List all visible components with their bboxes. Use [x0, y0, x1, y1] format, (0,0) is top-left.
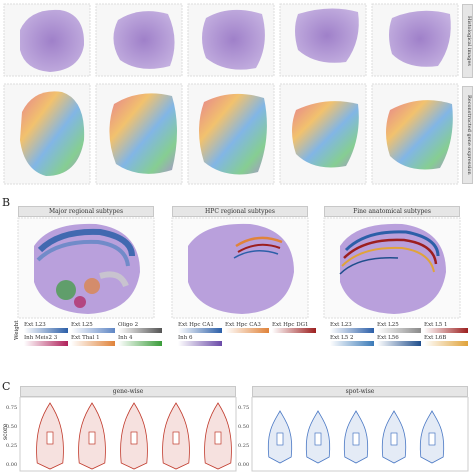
legend-item: Inh Meis2 3 [24, 335, 68, 346]
legend-fine: Ext L23 Ext L25 Ext L5 1 Ext L5 2 Ext L5… [330, 322, 470, 346]
map-fine [323, 217, 461, 319]
box [88, 431, 96, 445]
legend-item: Inh 4 [118, 335, 162, 346]
box [390, 432, 398, 446]
legend-item: Ext L56 [377, 335, 421, 346]
spot-wise-violins [267, 410, 445, 464]
box [352, 432, 360, 446]
panel-c-letter: C [2, 380, 11, 393]
tick-label: 0.25 [238, 443, 250, 449]
tick-label: 0.00 [238, 462, 250, 468]
gene-wise-violins [36, 402, 232, 470]
facet-major-regional: Major regional subtypes [18, 206, 154, 217]
facet-spot-wise: spot-wise [252, 386, 468, 397]
panel-b-maps [17, 217, 461, 319]
tick-label: 0.75 [6, 405, 18, 411]
legend-item: Ext Thal 1 [71, 335, 115, 346]
legend-weight-label: Weight [14, 320, 20, 341]
legend-item: Oligo 2 [118, 322, 162, 333]
reconstructed-row [3, 83, 459, 185]
legend-item: Ext L5 2 [330, 335, 374, 346]
legend-item: Ext Hpc DG1 [272, 322, 316, 333]
row-label-histology: Histological images [462, 4, 473, 78]
legend-item: Ext Hpc CA3 [225, 322, 269, 333]
box [214, 431, 222, 445]
legend-item: Ext L25 [377, 322, 421, 333]
legend-item: Ext Hpc CA1 [178, 322, 222, 333]
legend-hpc: Ext Hpc CA1 Ext Hpc CA3 Ext Hpc DG1 Inh … [178, 322, 318, 346]
legend-item: Ext L25 [71, 322, 115, 333]
tick-label: 0.50 [6, 424, 18, 430]
tick-label: 0.00 [6, 462, 18, 468]
panel-b-letter: B [2, 196, 11, 209]
row-label-reconstructed: Reconstructed gene expression [462, 86, 473, 184]
legend-item: Ext L23 [330, 322, 374, 333]
histology-row [3, 3, 459, 77]
facet-fine-anatomical: Fine anatomical subtypes [324, 206, 460, 217]
box [314, 432, 322, 446]
tick-label: 0.50 [238, 424, 250, 430]
tick-label: 0.75 [238, 405, 250, 411]
legend-item: Ext L6B [424, 335, 468, 346]
box [46, 431, 54, 445]
facet-gene-wise: gene-wise [20, 386, 236, 397]
box [276, 432, 284, 446]
violin-plots [19, 397, 469, 472]
panel-a: Histological images Reconstructed gene e… [0, 0, 474, 190]
legend-item: Inh 6 [178, 335, 222, 346]
box [428, 432, 436, 446]
panel-a-images [3, 3, 459, 185]
box [172, 431, 180, 445]
legend-item: Ext L5 1 [424, 322, 468, 333]
facet-hpc-regional: HPC regional subtypes [172, 206, 308, 217]
legend-major: Ext L23 Ext L25 Oligo 2 Inh Meis2 3 Ext … [24, 322, 164, 346]
legend-item: Ext L23 [24, 322, 68, 333]
map-hpc [171, 217, 309, 319]
box [130, 431, 138, 445]
map-major [17, 217, 155, 319]
tick-label: 0.25 [6, 443, 18, 449]
